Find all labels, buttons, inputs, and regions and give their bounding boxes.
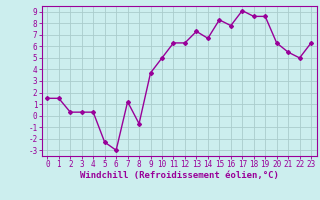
X-axis label: Windchill (Refroidissement éolien,°C): Windchill (Refroidissement éolien,°C) (80, 171, 279, 180)
